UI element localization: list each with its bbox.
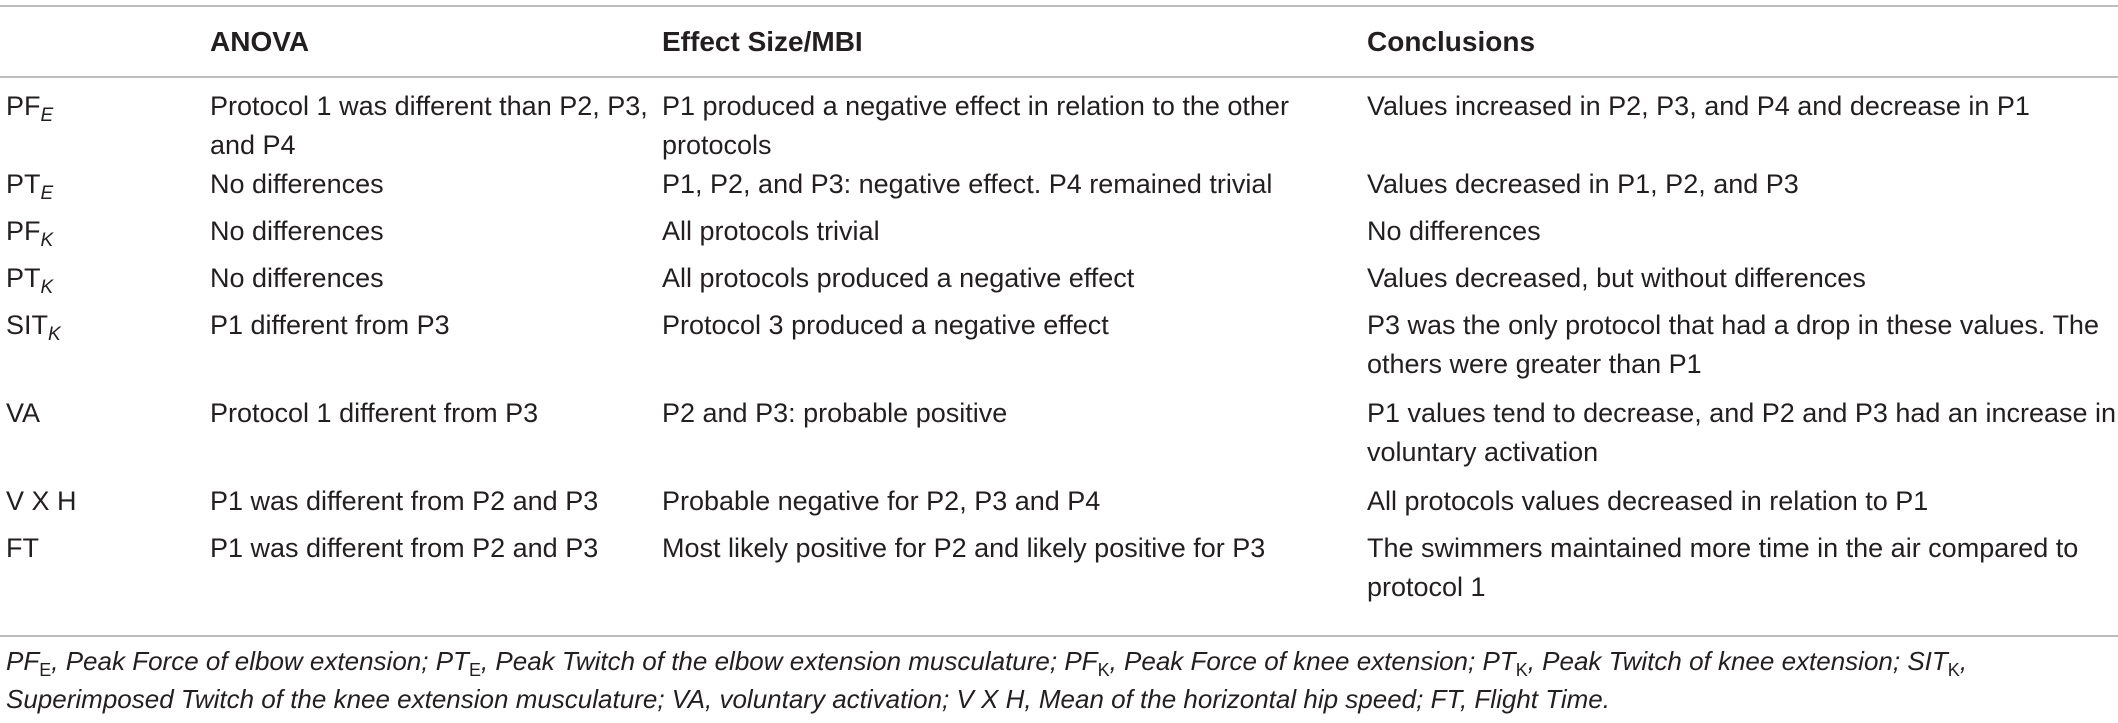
footnote-definition: Peak Twitch of the elbow extension muscu… [495, 646, 1050, 676]
footnote-definition: Peak Force of knee extension [1124, 646, 1469, 676]
row-conclusion: Values increased in P2, P3, and P4 and d… [1367, 91, 2030, 121]
row-anova: P1 was different from P2 and P3 [210, 486, 599, 516]
variable-abbr: VA [6, 398, 41, 428]
row-anova: No differences [210, 216, 384, 246]
footnote-definition: Peak Force of elbow extension [65, 646, 422, 676]
header-rule [0, 76, 2118, 78]
footnote-definition: Peak Twitch of knee extension [1542, 646, 1893, 676]
row-anova: P1 different from P3 [210, 310, 450, 340]
row-effect-size: P1 produced a negative effect in relatio… [662, 91, 1289, 160]
footnote-definition: Mean of the horizontal hip speed [1038, 684, 1417, 714]
footnote-subscript: E [468, 660, 481, 680]
row-conclusion: No differences [1367, 216, 1541, 246]
variable-abbr: PF [6, 216, 41, 246]
table-row: VA Protocol 1 different from P3 P2 and P3:… [0, 394, 2118, 482]
footnote-abbr: PT [435, 646, 469, 676]
footnote-definition: voluntary activation [719, 684, 943, 714]
row-variable: PFK [0, 212, 210, 259]
row-conclusion: All protocols values decreased in relati… [1367, 486, 1929, 516]
row-conclusion: P1 values tend to decrease, and P2 and P… [1367, 398, 2117, 467]
row-variable: PTK [0, 259, 210, 306]
variable-abbr: PT [6, 263, 41, 293]
footnote-subscript: K [1515, 660, 1528, 680]
table-header-row: ANOVA Effect Size/MBI Conclusions [0, 8, 2118, 76]
table-row: PFK No differences All protocols trivial No… [0, 212, 2118, 259]
variable-abbr: V X H [6, 486, 77, 516]
row-effect-size: P2 and P3: probable positive [662, 398, 1008, 428]
row-variable: V X H [0, 482, 210, 529]
footnote-abbr: PT [1482, 646, 1516, 676]
row-effect-size: All protocols produced a negative effect [662, 263, 1135, 293]
row-anova: No differences [210, 169, 384, 199]
footnote-abbr: V X H [956, 684, 1025, 714]
row-variable: SITK [0, 306, 210, 394]
table-row: FT P1 was different from P2 and P3 Most li… [0, 529, 2118, 617]
bottom-rule [0, 635, 2118, 637]
row-anova: No differences [210, 263, 384, 293]
row-effect-size: All protocols trivial [662, 216, 880, 246]
table-row: PTE No differences P1, P2, and P3: negativ… [0, 165, 2118, 212]
variable-subscript: K [48, 324, 61, 345]
footnote-subscript: K [1947, 660, 1960, 680]
footnote-definition: Flight Time [1474, 684, 1603, 714]
table-row: PTK No differences All protocols produced … [0, 259, 2118, 306]
footnote-subscript: K [1097, 660, 1110, 680]
variable-subscript: K [40, 277, 54, 298]
variable-subscript: K [40, 230, 54, 251]
variable-abbr: SIT [6, 310, 49, 340]
footnote-abbr: PF [1064, 646, 1098, 676]
footnote-abbr: VA [671, 684, 706, 714]
variable-abbr: FT [6, 533, 39, 563]
table-row: SITK P1 different from P3 Protocol 3 produ… [0, 306, 2118, 394]
table-row: V X H P1 was different from P2 and P3 Prob… [0, 482, 2118, 529]
row-conclusion: Values decreased in P1, P2, and P3 [1367, 169, 1799, 199]
variable-subscript: E [40, 105, 54, 126]
variable-abbr: PF [6, 91, 41, 121]
row-variable: VA [0, 394, 210, 482]
top-rule [0, 5, 2118, 7]
row-effect-size: Most likely positive for P2 and likely p… [662, 533, 1266, 563]
row-anova: Protocol 1 was different than P2, P3, an… [210, 91, 648, 160]
row-conclusion: P3 was the only protocol that had a drop… [1367, 310, 2099, 379]
row-variable: FT [0, 529, 210, 617]
footnote-definition: Superimposed Twitch of the knee extensio… [6, 684, 658, 714]
row-variable: PTE [0, 165, 210, 212]
header-conclusions: Conclusions [1367, 26, 1536, 57]
table-body: PFE Protocol 1 was different than P2, P3,… [0, 76, 2118, 617]
row-conclusion: Values decreased, but without difference… [1367, 263, 1866, 293]
row-conclusion: The swimmers maintained more time in the… [1367, 533, 2079, 602]
row-effect-size: Probable negative for P2, P3 and P4 [662, 486, 1101, 516]
footnote-abbr: FT [1430, 684, 1460, 714]
footnote-abbr: PF [6, 646, 40, 676]
footnote-abbr: SIT [1907, 646, 1948, 676]
row-anova: Protocol 1 different from P3 [210, 398, 539, 428]
header-anova: ANOVA [210, 26, 310, 57]
row-anova: P1 was different from P2 and P3 [210, 533, 599, 563]
row-variable: PFE [0, 76, 210, 165]
table-footnote: PFE, Peak Force of elbow extension; PTE,… [6, 646, 1968, 714]
header-variable [0, 8, 210, 76]
row-effect-size: Protocol 3 produced a negative effect [662, 310, 1109, 340]
row-effect-size: P1, P2, and P3: negative effect. P4 rema… [662, 169, 1273, 199]
table-row: PFE Protocol 1 was different than P2, P3,… [0, 76, 2118, 165]
results-table: ANOVA Effect Size/MBI Conclusions PFE Pro… [0, 8, 2118, 617]
header-effect-size: Effect Size/MBI [662, 26, 863, 57]
variable-abbr: PT [6, 169, 41, 199]
variable-subscript: E [40, 183, 54, 204]
footnote-subscript: E [39, 660, 52, 680]
